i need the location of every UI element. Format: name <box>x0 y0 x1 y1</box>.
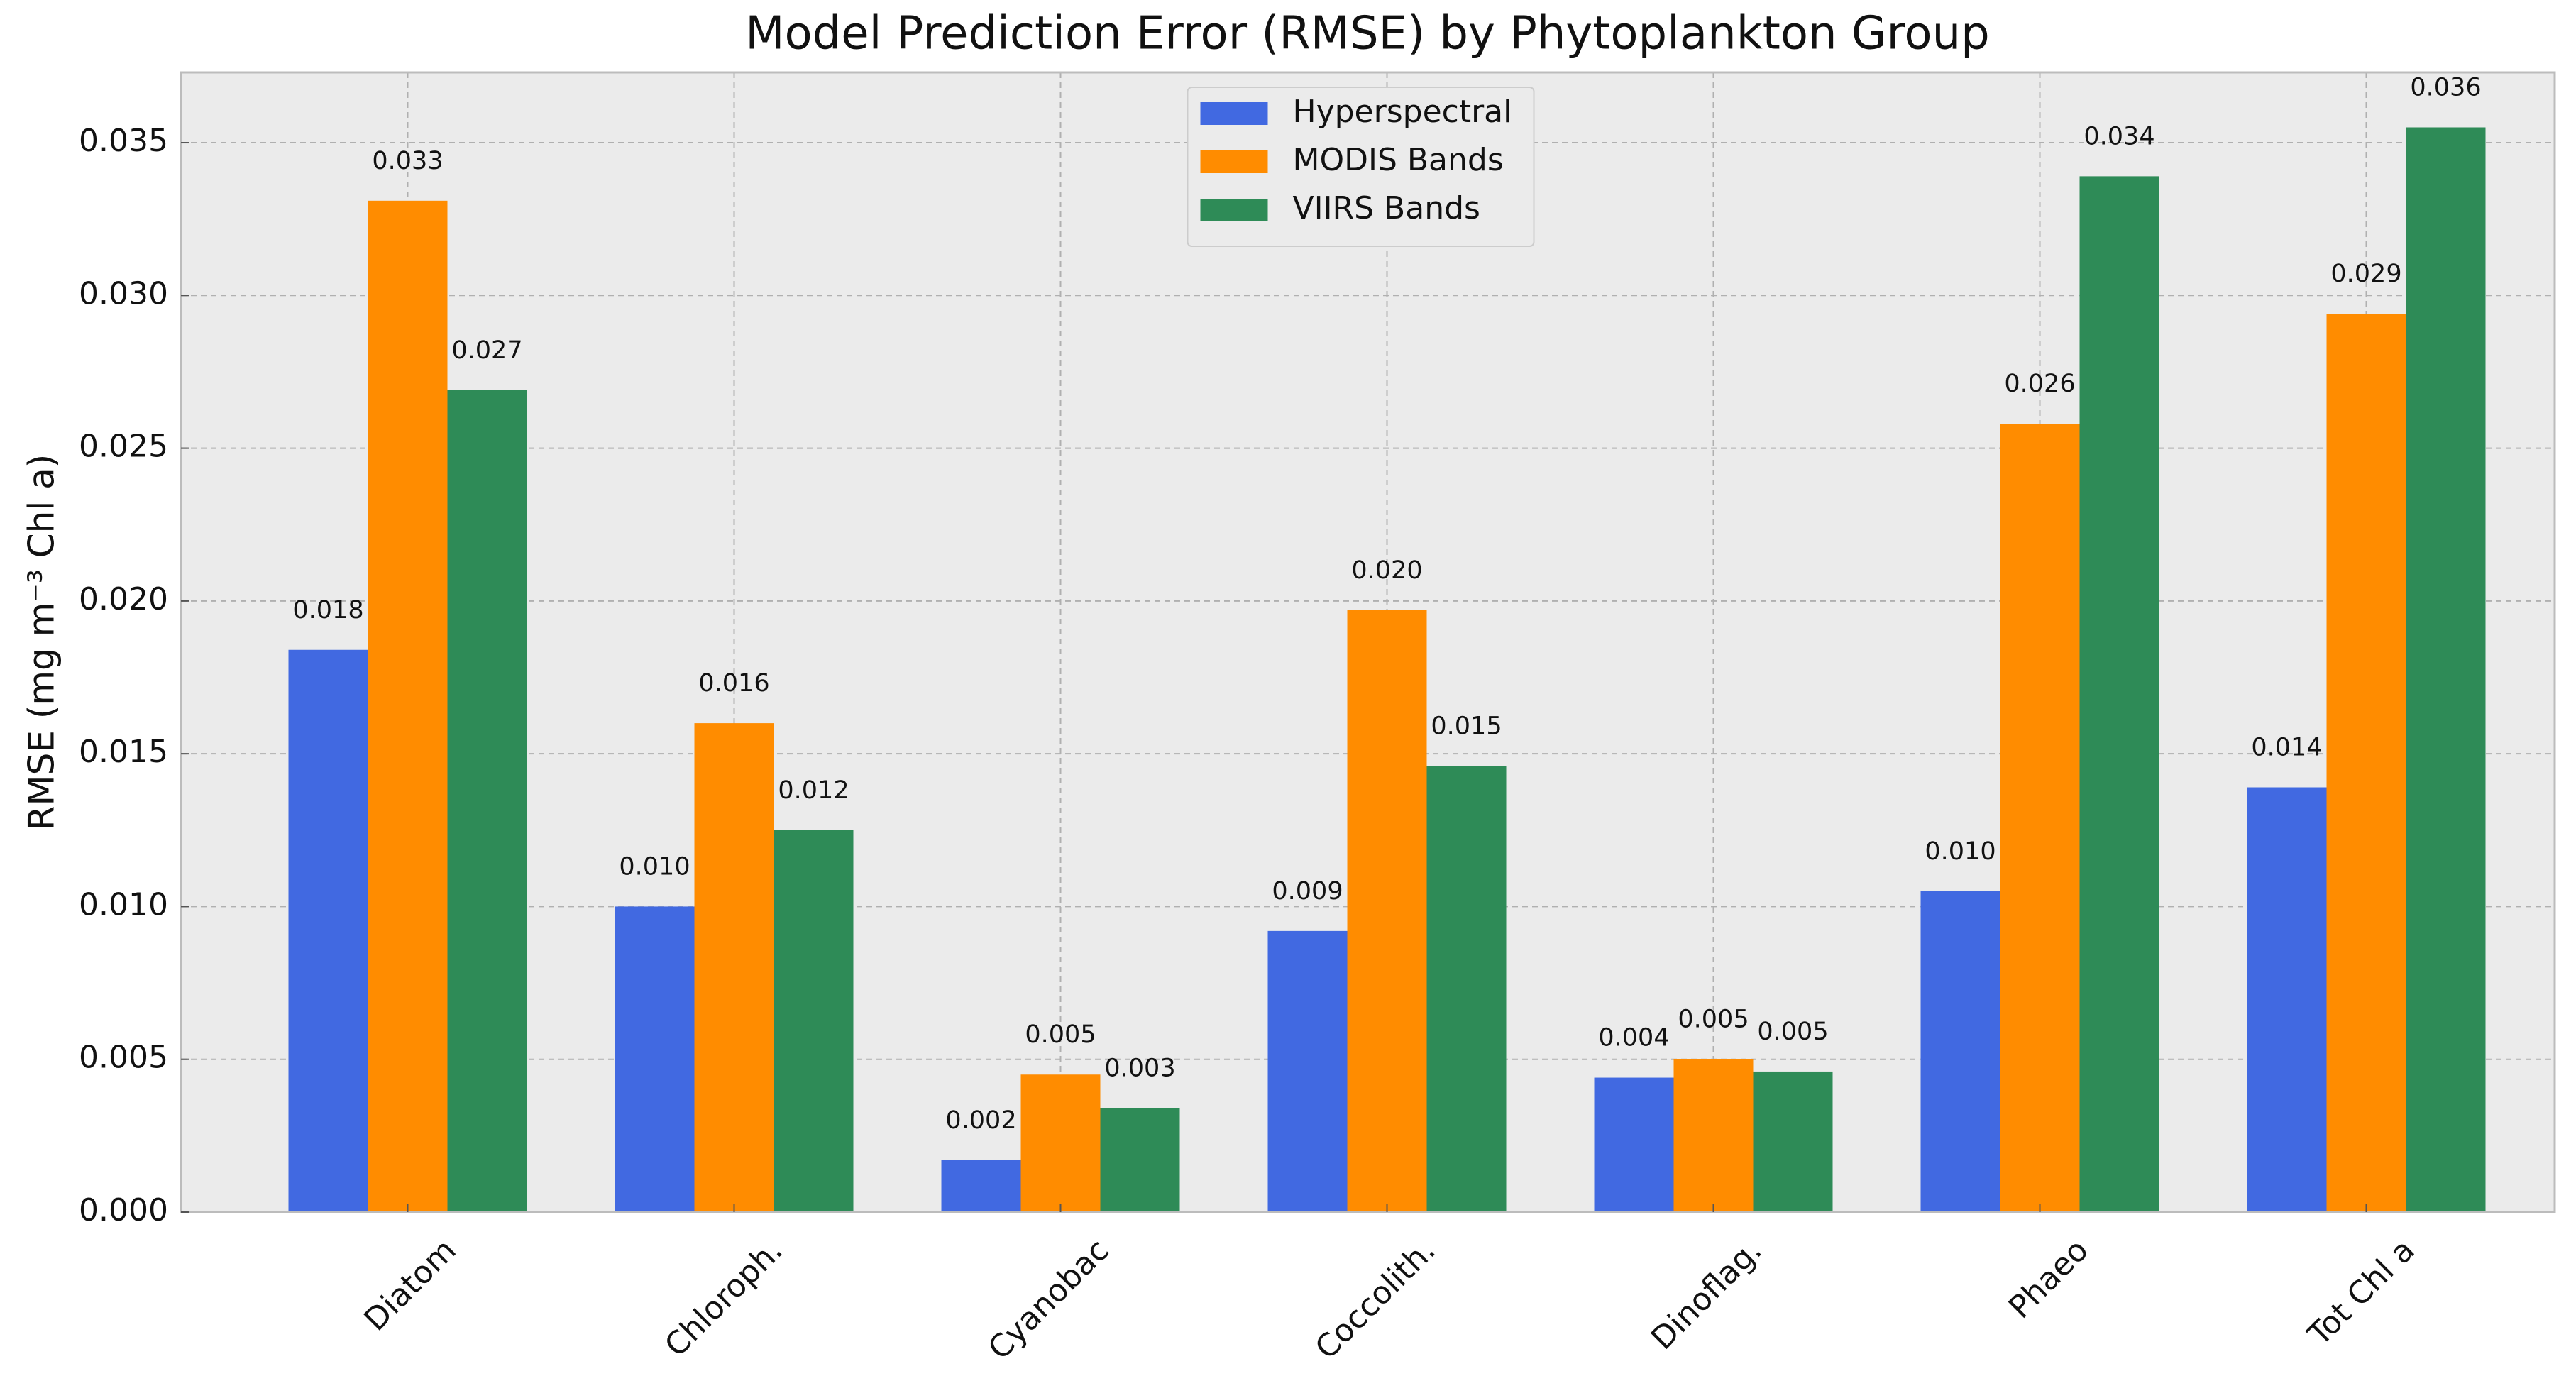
legend-label: MODIS Bands <box>1293 142 1504 178</box>
value-label: 0.003 <box>1104 1055 1175 1083</box>
bar <box>368 200 448 1213</box>
value-label: 0.010 <box>1925 837 1996 866</box>
bar <box>2079 176 2159 1213</box>
value-label: 0.009 <box>1272 877 1343 906</box>
bar <box>1347 610 1427 1212</box>
bar <box>447 390 527 1212</box>
value-label: 0.005 <box>1678 1006 1749 1034</box>
bar <box>1426 766 1507 1212</box>
y-axis-label: RMSE (mg m⁻³ Chl a) <box>21 454 62 831</box>
y-tick-label: 0.035 <box>79 123 168 159</box>
value-label: 0.026 <box>2004 370 2075 398</box>
bar <box>2406 127 2486 1212</box>
bar <box>288 649 368 1212</box>
y-tick-label: 0.015 <box>79 734 168 770</box>
value-label: 0.010 <box>619 852 690 881</box>
y-tick-label: 0.005 <box>79 1040 168 1076</box>
y-tick-label: 0.000 <box>79 1192 168 1228</box>
x-tick-label: Dinoflag. <box>1644 1232 1769 1357</box>
x-tick-label: Chloroph. <box>658 1232 790 1364</box>
bar <box>1673 1059 1754 1212</box>
value-label: 0.016 <box>698 669 769 698</box>
value-label: 0.018 <box>292 596 363 624</box>
legend-swatch <box>1200 199 1268 221</box>
bar <box>2000 424 2080 1212</box>
x-tick-label: Cyanobac <box>981 1232 1116 1367</box>
plot-frame <box>180 71 2556 1213</box>
x-tick-label: Tot Chl a <box>2301 1232 2422 1353</box>
value-label: 0.029 <box>2330 260 2401 288</box>
value-label: 0.015 <box>1431 712 1502 740</box>
value-label: 0.012 <box>778 776 849 805</box>
bar <box>1753 1071 1833 1212</box>
x-tick-label: Diatom <box>357 1232 463 1338</box>
bar <box>615 906 695 1212</box>
bar <box>941 1160 1021 1212</box>
legend-box <box>1187 87 1535 247</box>
legend-label: Hyperspectral <box>1293 94 1512 130</box>
value-label: 0.020 <box>1351 556 1422 585</box>
legend-swatch <box>1200 150 1268 173</box>
bar <box>694 723 774 1212</box>
value-label: 0.034 <box>2084 122 2154 150</box>
bar <box>1020 1074 1101 1212</box>
y-tick-label: 0.020 <box>79 581 168 617</box>
chart-title: Model Prediction Error (RMSE) by Phytopl… <box>745 8 1990 60</box>
bar <box>1100 1108 1180 1212</box>
bar <box>2247 787 2327 1212</box>
value-label: 0.033 <box>372 147 443 175</box>
value-label: 0.005 <box>1757 1018 1828 1046</box>
legend-label: VIIRS Bands <box>1293 190 1480 226</box>
bar <box>774 830 854 1212</box>
bar <box>1920 891 2000 1212</box>
bar <box>1594 1077 1674 1212</box>
y-tick-label: 0.010 <box>79 886 168 923</box>
y-tick-label: 0.030 <box>79 275 168 312</box>
y-tick-label: 0.025 <box>79 429 168 465</box>
value-label: 0.036 <box>2410 74 2481 102</box>
x-tick-label: Coccolith. <box>1309 1232 1443 1366</box>
value-label: 0.014 <box>2251 734 2322 762</box>
x-tick-label: Phaeo <box>2002 1232 2096 1326</box>
value-label: 0.004 <box>1598 1024 1669 1052</box>
bar <box>1267 930 1348 1212</box>
value-label: 0.027 <box>451 336 522 365</box>
value-label: 0.005 <box>1025 1020 1096 1049</box>
bar <box>2326 314 2406 1212</box>
value-label: 0.002 <box>945 1106 1016 1135</box>
legend-swatch <box>1200 102 1268 125</box>
